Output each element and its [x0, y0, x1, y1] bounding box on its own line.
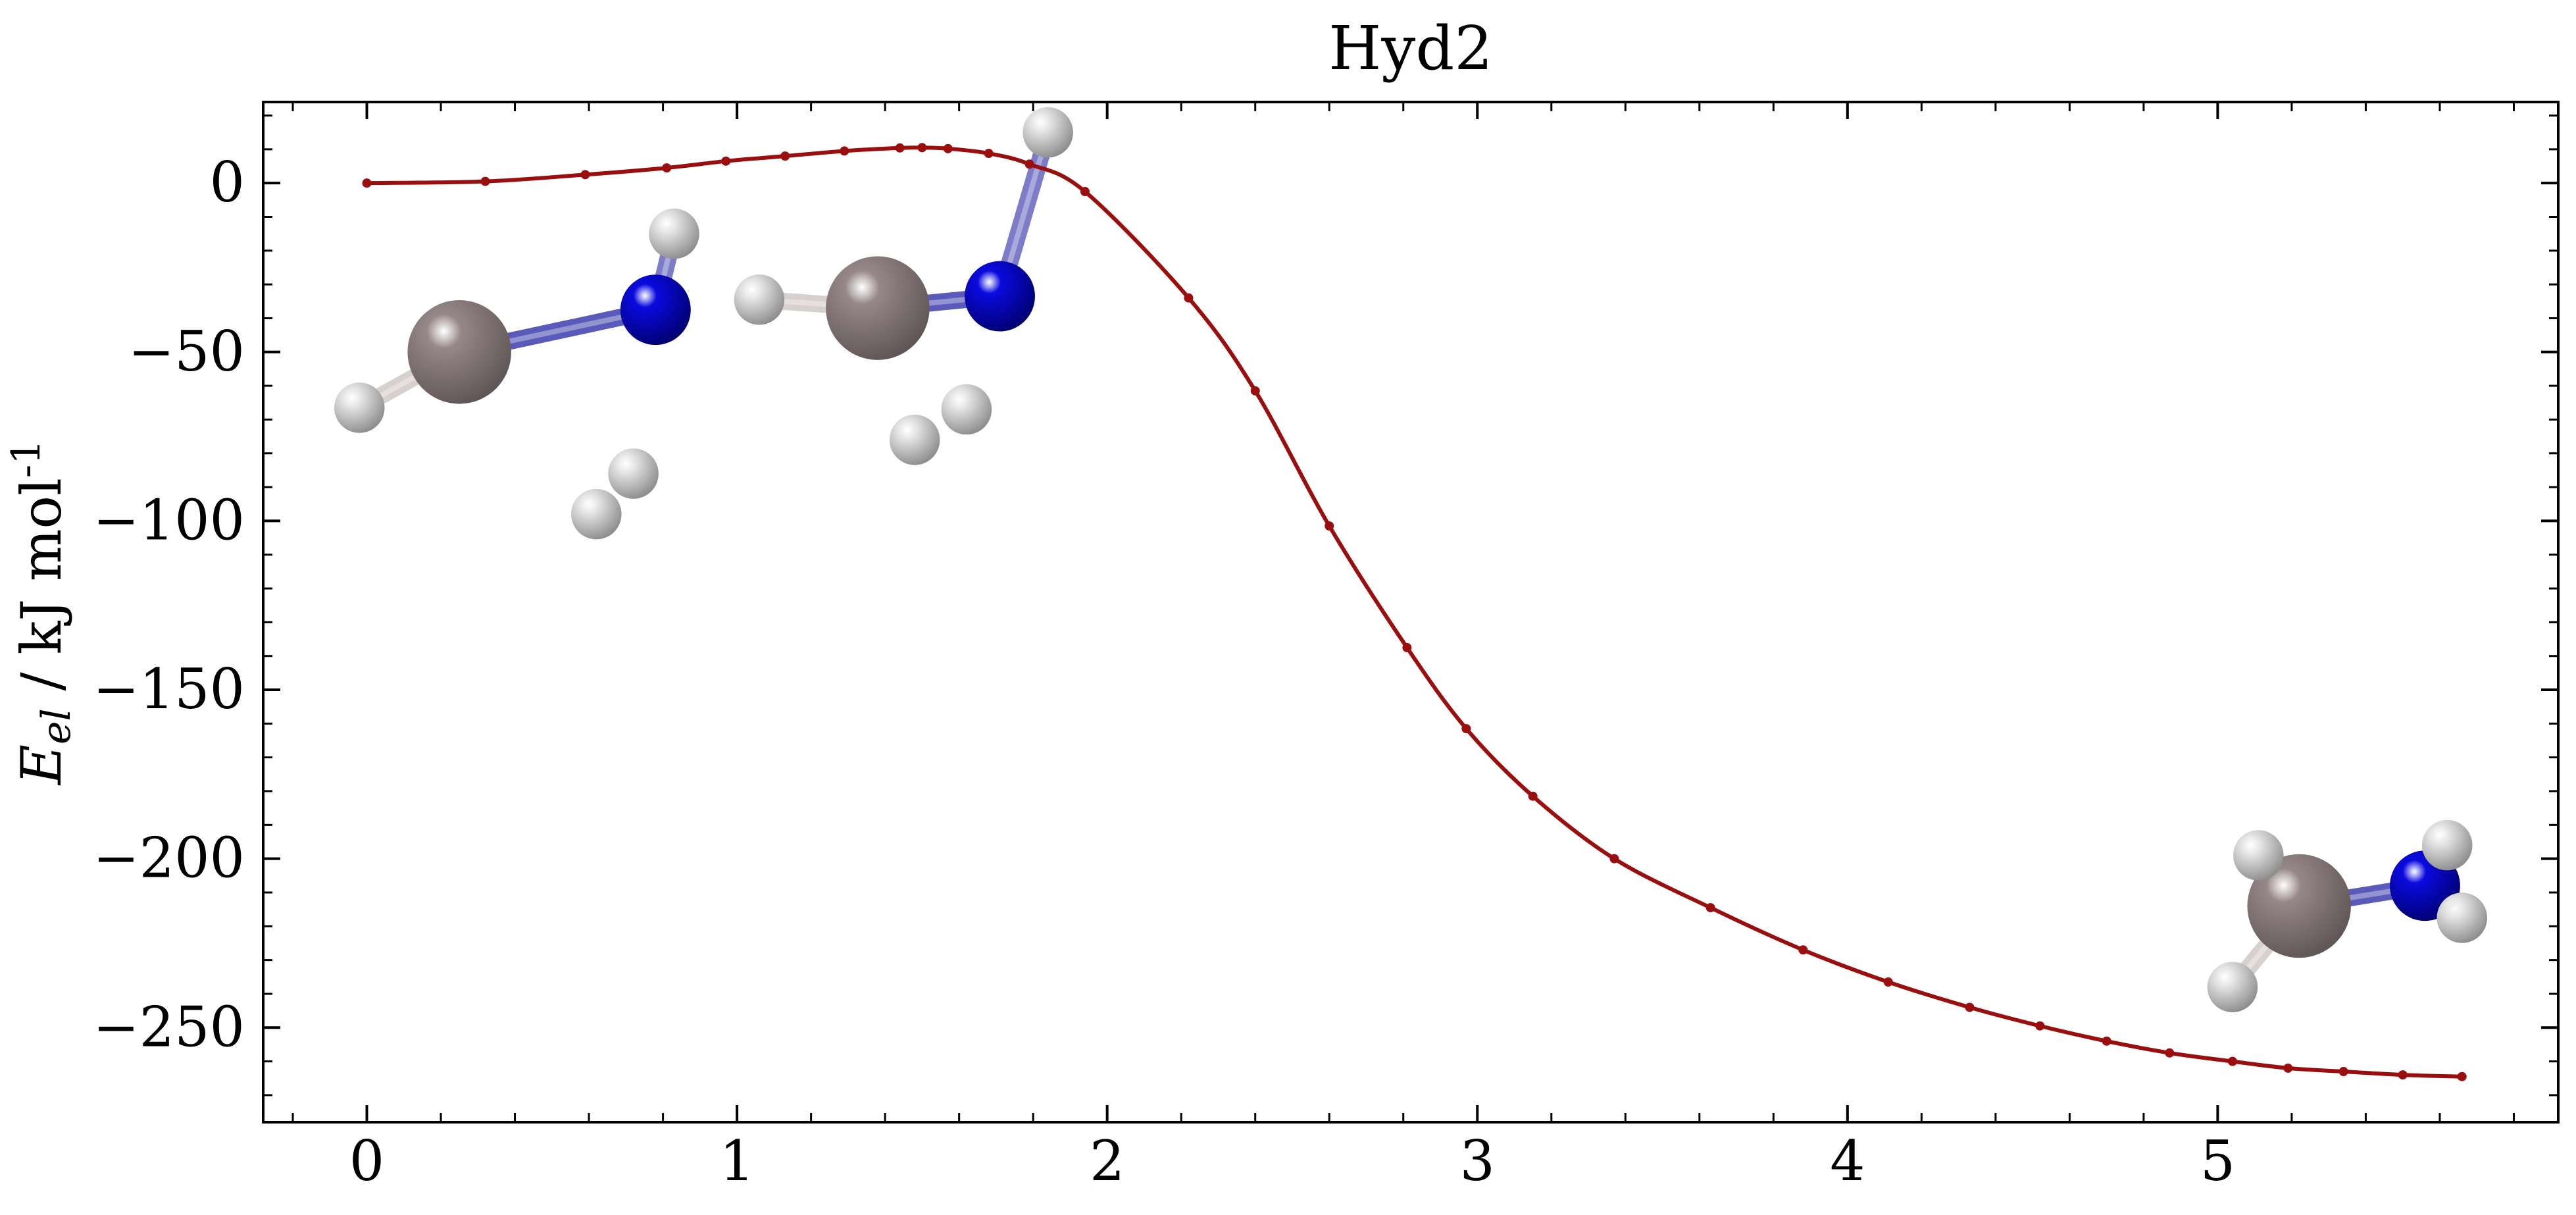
data-point: [1250, 386, 1260, 396]
molecule-illustration: [2207, 819, 2487, 1012]
x-tick-label: 3: [1460, 1129, 1495, 1193]
x-tick-label: 4: [1830, 1129, 1865, 1193]
data-point: [1461, 724, 1471, 734]
y-tick-label: 0: [210, 150, 245, 215]
atom: [571, 488, 622, 540]
data-point: [1184, 293, 1194, 303]
data-point: [917, 143, 927, 153]
atom: [2421, 819, 2473, 871]
atom: [2247, 854, 2351, 958]
y-axis-label-superscript: -1: [3, 440, 49, 478]
atom: [965, 261, 1035, 332]
data-point: [2227, 1056, 2237, 1066]
data-point: [1080, 187, 1090, 197]
molecule-illustration: [334, 208, 699, 540]
data-point: [2398, 1070, 2408, 1080]
data-point: [1798, 945, 1808, 955]
data-point: [943, 143, 953, 153]
molecule-illustrations: [334, 107, 2487, 1012]
x-tick-label: 1: [719, 1129, 754, 1193]
data-point: [895, 143, 905, 153]
atom: [334, 382, 385, 433]
atom: [1023, 107, 1073, 158]
atom: [608, 448, 659, 499]
y-tick-label: −50: [128, 319, 245, 384]
data-point: [2165, 1048, 2175, 1058]
tick-labels: 0 1 2 3 4 5 0 −50 −100 −150 −200 −250: [93, 150, 2235, 1193]
atom: [649, 208, 699, 259]
data-point: [1609, 854, 1619, 864]
atom: [941, 384, 992, 435]
x-tick-label: 0: [349, 1129, 384, 1193]
atom: [734, 274, 785, 325]
data-point: [1024, 159, 1034, 169]
atom: [2437, 892, 2487, 943]
data-point: [1705, 903, 1715, 913]
data-point: [2283, 1063, 2293, 1073]
series-layer: [362, 143, 2467, 1081]
y-tick-label: −100: [93, 488, 245, 552]
y-axis-label-symbol: E: [9, 744, 74, 786]
atom: [407, 300, 511, 404]
atom: [2207, 962, 2258, 1012]
atom: [2233, 830, 2284, 881]
axis-ticks: [263, 102, 2558, 1122]
data-point: [780, 151, 790, 161]
plot-frame: [262, 101, 2560, 1124]
x-tick-label: 5: [2200, 1129, 2235, 1193]
data-point: [2102, 1036, 2111, 1046]
data-point: [1883, 977, 1893, 987]
data-point: [1965, 1002, 1975, 1012]
data-point: [2035, 1021, 2045, 1031]
data-point: [362, 178, 372, 188]
y-tick-label: −150: [93, 657, 245, 721]
data-point: [721, 156, 731, 166]
data-point: [2338, 1067, 2348, 1077]
data-point: [840, 146, 849, 156]
atom: [826, 256, 930, 360]
data-point: [984, 149, 994, 159]
y-axis-label-subscript: el: [34, 708, 80, 744]
y-axis-label-units: / kJ mol: [9, 478, 74, 708]
atom: [889, 414, 940, 465]
data-point: [1528, 791, 1538, 801]
y-tick-label: −200: [93, 826, 245, 891]
data-point: [480, 176, 490, 186]
data-point: [662, 163, 672, 173]
data-point: [2457, 1072, 2467, 1081]
atom: [620, 274, 691, 346]
chart-title: Hyd2: [1328, 13, 1493, 84]
molecule-illustration: [734, 107, 1073, 465]
y-tick-label: −250: [93, 995, 245, 1059]
data-point: [1325, 521, 1334, 531]
y-axis-label: Eel / kJ mol-1: [3, 440, 80, 787]
data-point: [580, 170, 590, 180]
x-tick-label: 2: [1090, 1129, 1124, 1193]
data-point: [1402, 642, 1412, 652]
